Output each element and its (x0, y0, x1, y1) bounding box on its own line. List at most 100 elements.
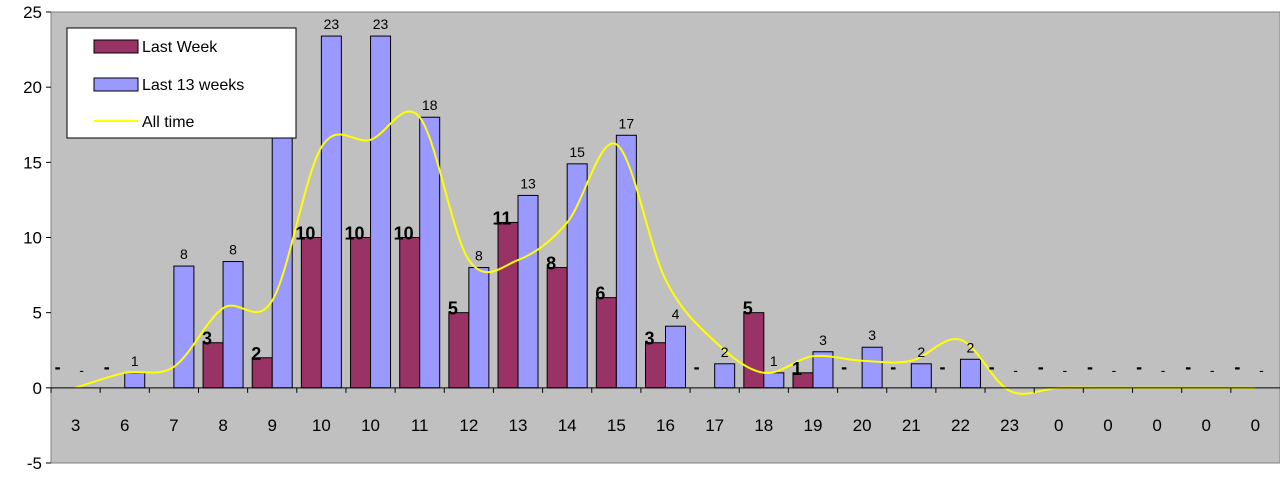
legend: Last Week Last 13 weeks All time (66, 27, 297, 139)
x-tick-label: 22 (951, 416, 970, 435)
x-tick-label: 21 (902, 416, 921, 435)
data-label-last-13-weeks: - (1161, 362, 1166, 378)
data-label-last-13-weeks: - (1259, 362, 1264, 378)
data-label-last-week: 6 (595, 284, 605, 304)
bar-last-week (546, 267, 568, 389)
bar-last-13-weeks (370, 35, 392, 389)
data-label-last-13-weeks: 8 (180, 246, 188, 262)
legend-label-last-week: Last Week (142, 39, 218, 56)
data-label-last-13-weeks: 4 (672, 306, 680, 322)
data-label-last-13-weeks: - (1062, 362, 1067, 378)
data-label-last-week: 5 (448, 299, 458, 319)
x-tick-label: 18 (754, 416, 773, 435)
data-label-last-13-weeks: 2 (721, 344, 729, 360)
data-label-last-13-weeks: 2 (917, 344, 925, 360)
bar-last-13-weeks (714, 363, 736, 389)
bar-last-13-weeks (861, 346, 883, 389)
x-tick-label: 10 (312, 416, 331, 435)
data-label-last-13-weeks: 8 (475, 248, 483, 264)
bar-last-13-weeks (124, 372, 146, 389)
bar-last-week (202, 342, 224, 389)
data-label-last-week: 10 (394, 224, 414, 244)
data-label-last-week: 11 (493, 208, 512, 228)
bar-last-week (399, 237, 421, 389)
x-tick-label: 17 (705, 416, 724, 435)
data-label-last-13-weeks: 1 (131, 353, 139, 369)
data-label-last-week: - (841, 357, 847, 377)
bar-last-week (645, 342, 666, 389)
x-tick-label: 14 (558, 416, 577, 435)
data-label-last-13-weeks: 15 (569, 144, 585, 160)
bar-last-week (595, 297, 617, 389)
line-series (75, 110, 1256, 395)
data-label-last-13-weeks: 13 (520, 175, 536, 191)
y-tick-label: -5 (27, 454, 42, 473)
data-label-last-week: - (55, 357, 61, 377)
x-tick-label: 11 (411, 416, 429, 435)
x-tick-label: 0 (1054, 416, 1063, 435)
legend-swatch-last-week (93, 39, 139, 54)
x-tick-label: 15 (607, 416, 626, 435)
bar-last-13-weeks (763, 372, 785, 389)
bar-last-week (300, 237, 322, 389)
data-label-last-week: - (1136, 357, 1142, 377)
y-axis: -5 0 5 10 15 20 25 (23, 3, 51, 473)
x-tick-label: 0 (1152, 416, 1161, 435)
y-tick-label: 25 (23, 3, 42, 22)
x-tick-label: 6 (120, 416, 129, 435)
bar-last-13-weeks (959, 358, 981, 389)
bar-last-week (743, 312, 765, 389)
data-label-last-13-weeks: 3 (819, 332, 827, 348)
data-label-last-13-weeks: 23 (324, 16, 340, 32)
data-label-last-week: - (1185, 357, 1191, 377)
data-label-last-week: 2 (251, 344, 261, 364)
x-tick-label: 8 (218, 416, 227, 435)
data-label-last-13-weeks: 23 (373, 16, 389, 32)
x-tick-label: 20 (853, 416, 872, 435)
y-tick-label: 0 (33, 379, 42, 398)
bar-last-week (350, 237, 372, 389)
x-tick-label: 19 (804, 416, 823, 435)
bar-last-13-weeks (517, 194, 539, 389)
bar-last-week (497, 221, 519, 389)
data-label-last-13-weeks: 17 (619, 115, 635, 131)
x-tick-label: 7 (169, 416, 178, 435)
legend-label-last-13-weeks: Last 13 weeks (142, 77, 244, 94)
legend-swatch-last-13-weeks (93, 77, 139, 92)
data-label-last-week: 3 (644, 329, 654, 349)
data-label-last-week: 1 (792, 359, 802, 379)
bar-last-13-weeks (173, 265, 195, 389)
y-tick-label: 15 (23, 153, 42, 172)
x-tick-label: 0 (1103, 416, 1112, 435)
x-tick-label: 16 (656, 416, 675, 435)
data-label-last-week: - (890, 357, 896, 377)
data-label-last-week: 5 (743, 299, 753, 319)
bar-last-13-weeks (468, 267, 490, 389)
x-tick-label: 10 (361, 416, 380, 435)
x-tick-label: 12 (459, 416, 478, 435)
data-label-last-13-weeks: - (1013, 362, 1018, 378)
bar-last-13-weeks (320, 35, 342, 389)
data-label-last-13-weeks: - (1112, 362, 1117, 378)
bar-last-13-weeks (271, 131, 293, 389)
y-tick-label: 10 (23, 229, 42, 248)
data-label-last-13-weeks: 8 (229, 242, 237, 258)
bar-last-week (448, 312, 470, 389)
data-label-last-week: - (939, 357, 945, 377)
x-axis: 3 6 7 8 9 10 10 11 12 13 14 15 16 17 18 19 20 21 22 23 0 0 0 0 0 (50, 387, 1280, 435)
data-label-last-week: - (1087, 357, 1093, 377)
data-label-last-13-weeks: 3 (868, 327, 876, 343)
y-tick-label: 5 (33, 304, 42, 323)
data-label-last-week: - (104, 357, 110, 377)
data-label-last-13-weeks: - (1210, 362, 1215, 378)
data-label-last-week: - (989, 357, 995, 377)
data-label-last-13-weeks: - (79, 362, 84, 378)
bar-last-13-weeks (665, 325, 686, 389)
bar-last-13-weeks (910, 363, 932, 389)
bar-last-13-weeks (615, 134, 637, 389)
x-tick-label: 9 (267, 416, 276, 435)
bar-last-13-weeks (566, 163, 588, 389)
